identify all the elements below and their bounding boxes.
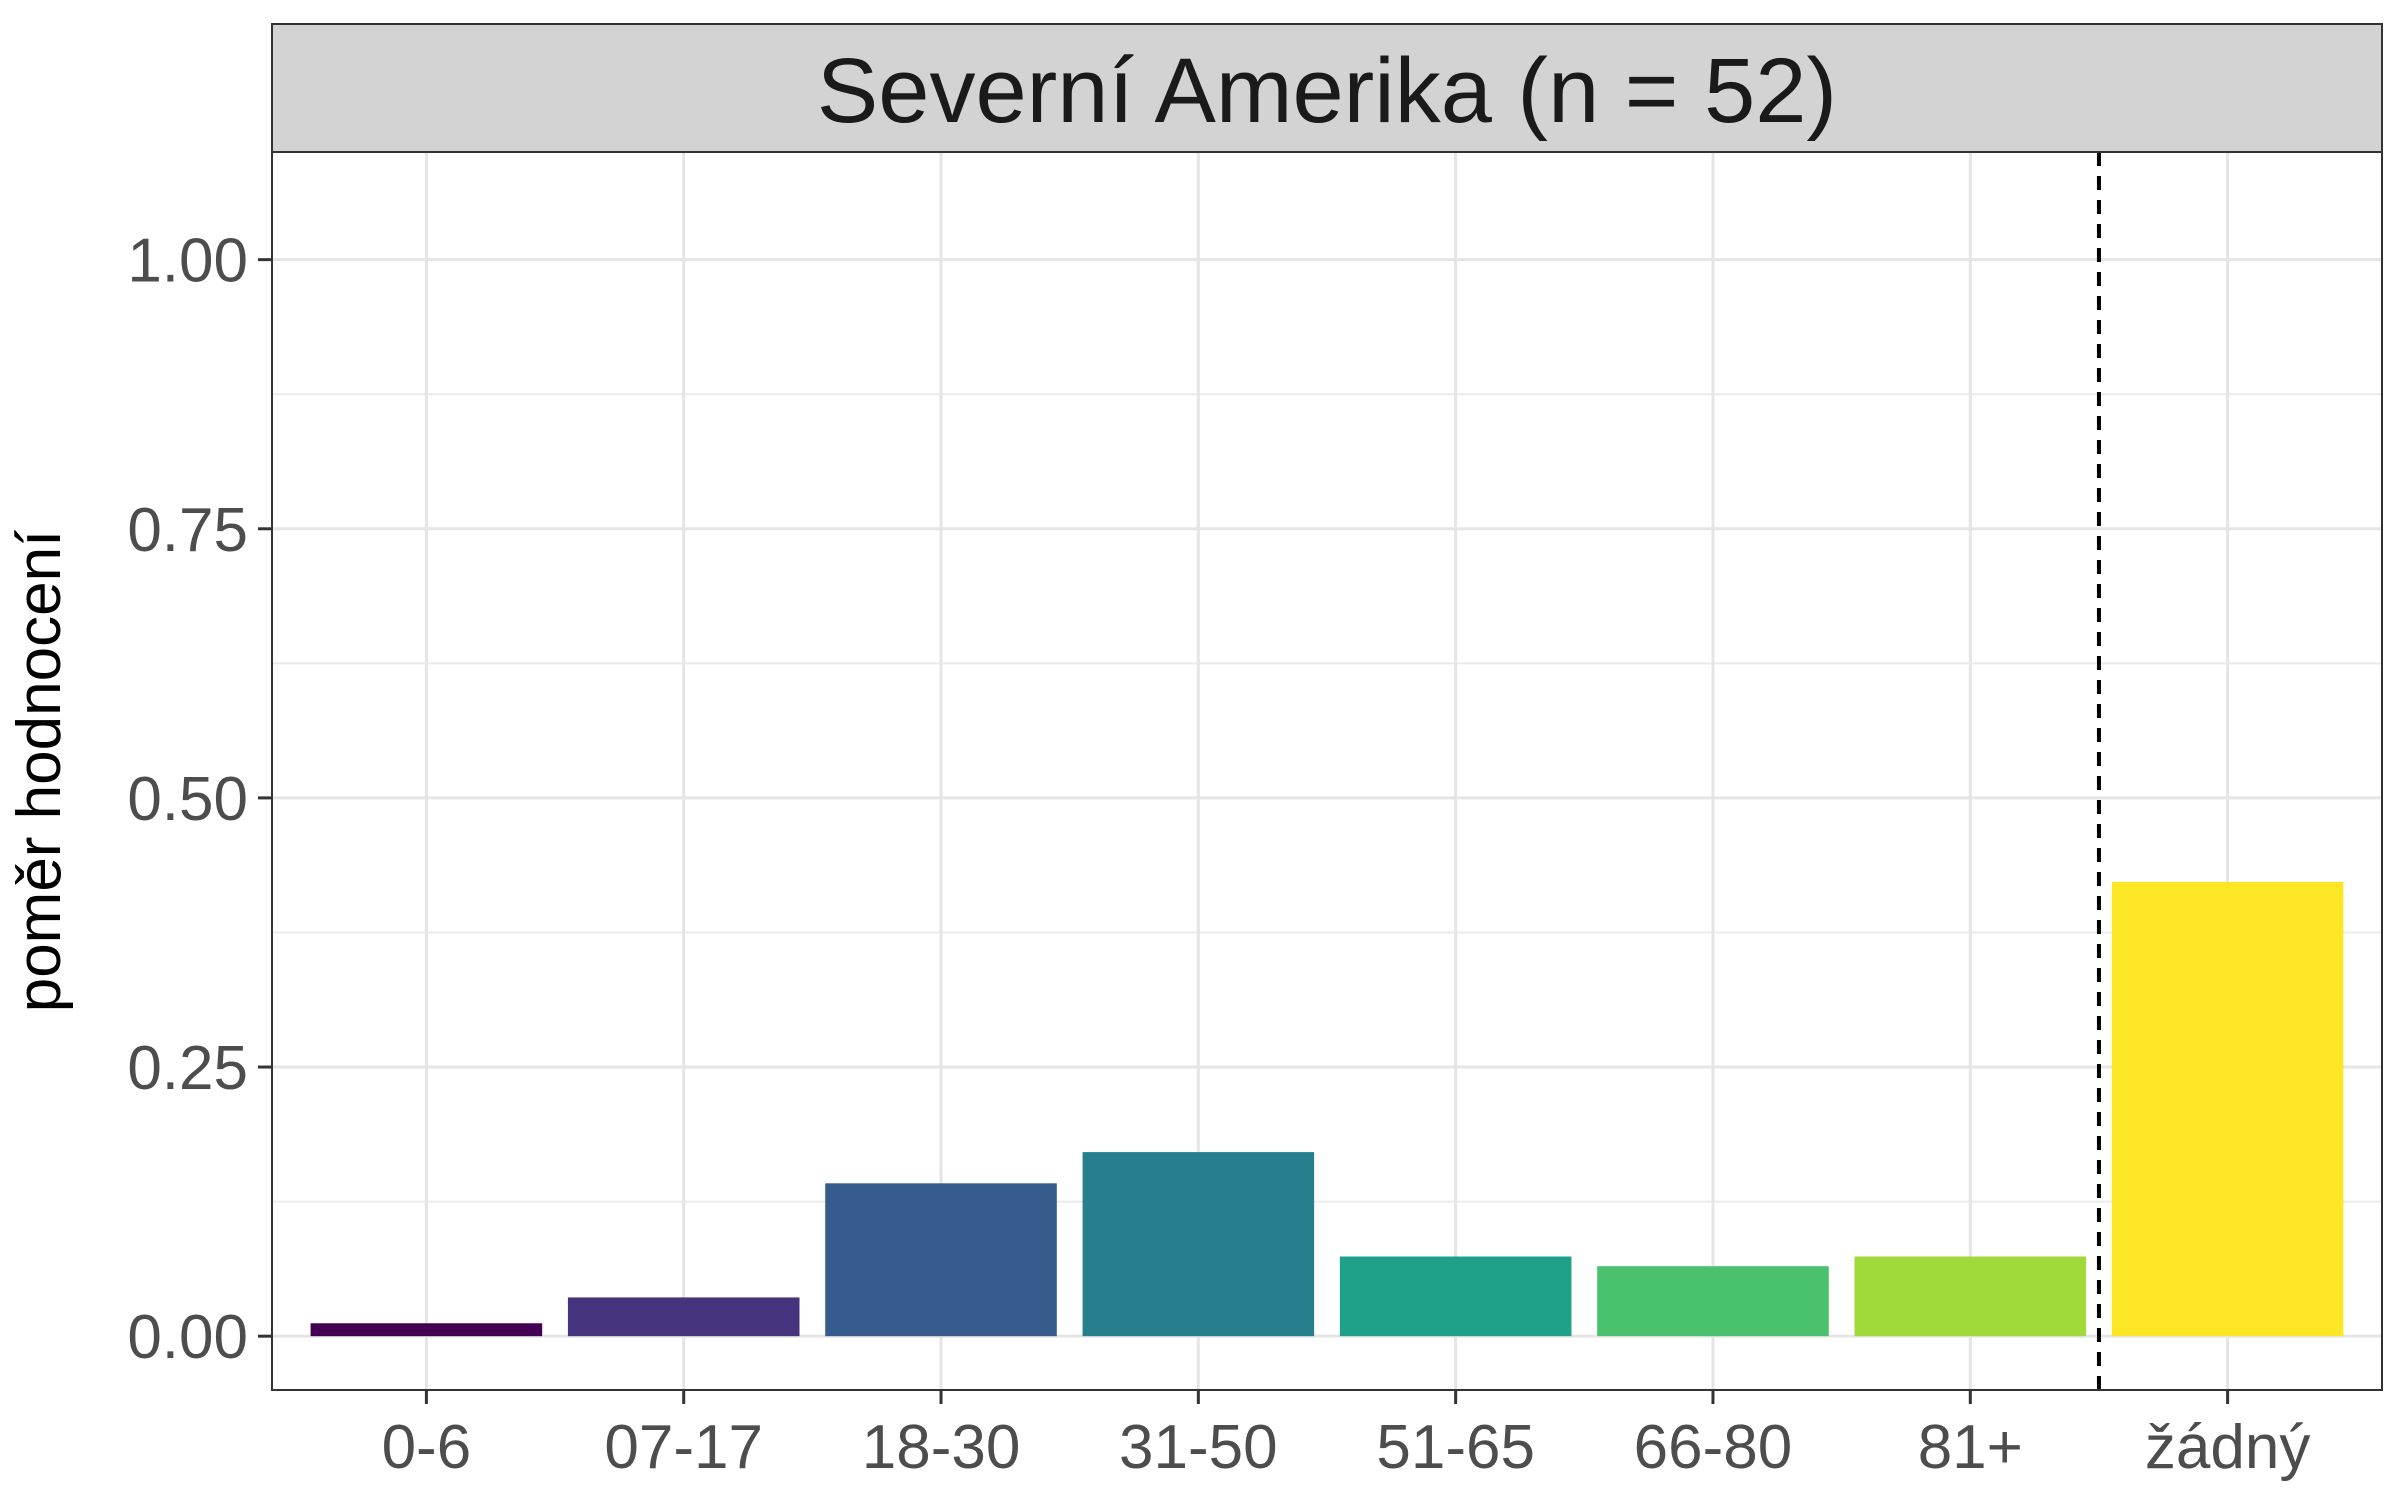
x-tick-label: 07-17 xyxy=(604,1413,763,1482)
y-tick-label: 0.50 xyxy=(127,765,248,834)
bars xyxy=(310,881,2344,1337)
grid-minor xyxy=(272,393,2382,1203)
grid-major xyxy=(272,152,2382,1390)
bar-žádný xyxy=(2111,881,2344,1337)
x-tick-label: 18-30 xyxy=(862,1413,1021,1482)
bar-07-17 xyxy=(567,1297,800,1337)
bar-18-30 xyxy=(825,1183,1057,1337)
x-axis: 0-6 07-17 18-30 31-50 51-65 66-80 81+ žádný xyxy=(382,1390,2310,1482)
x-tick-label: 31-50 xyxy=(1119,1413,1278,1482)
x-tick-label: 0-6 xyxy=(382,1413,472,1482)
y-tick-label: 0.25 xyxy=(127,1034,248,1103)
x-tick-label: žádný xyxy=(2145,1413,2310,1482)
x-tick-label: 66-80 xyxy=(1634,1413,1793,1482)
x-tick-label: 51-65 xyxy=(1376,1413,1535,1482)
facet-strip xyxy=(271,23,2383,153)
y-axis: 0.00 0.25 0.50 0.75 1.00 xyxy=(127,227,272,1372)
bar-31-50 xyxy=(1082,1152,1315,1337)
bar-81+ xyxy=(1854,1256,2087,1337)
y-tick-label: 0.00 xyxy=(127,1303,248,1372)
bar-0-6 xyxy=(310,1323,543,1337)
y-tick-label: 0.75 xyxy=(127,496,248,565)
y-tick-label: 1.00 xyxy=(127,227,248,296)
plot-panel-border xyxy=(271,151,2383,1391)
chart-title: Severní Amerika (n = 52) xyxy=(817,40,1837,142)
y-axis-title: poměr hodnocení xyxy=(5,530,74,1013)
bar-51-65 xyxy=(1339,1256,1572,1337)
bar-66-80 xyxy=(1597,1266,1829,1337)
plot-panel xyxy=(272,152,2382,1390)
x-tick-label: 81+ xyxy=(1918,1413,2023,1482)
